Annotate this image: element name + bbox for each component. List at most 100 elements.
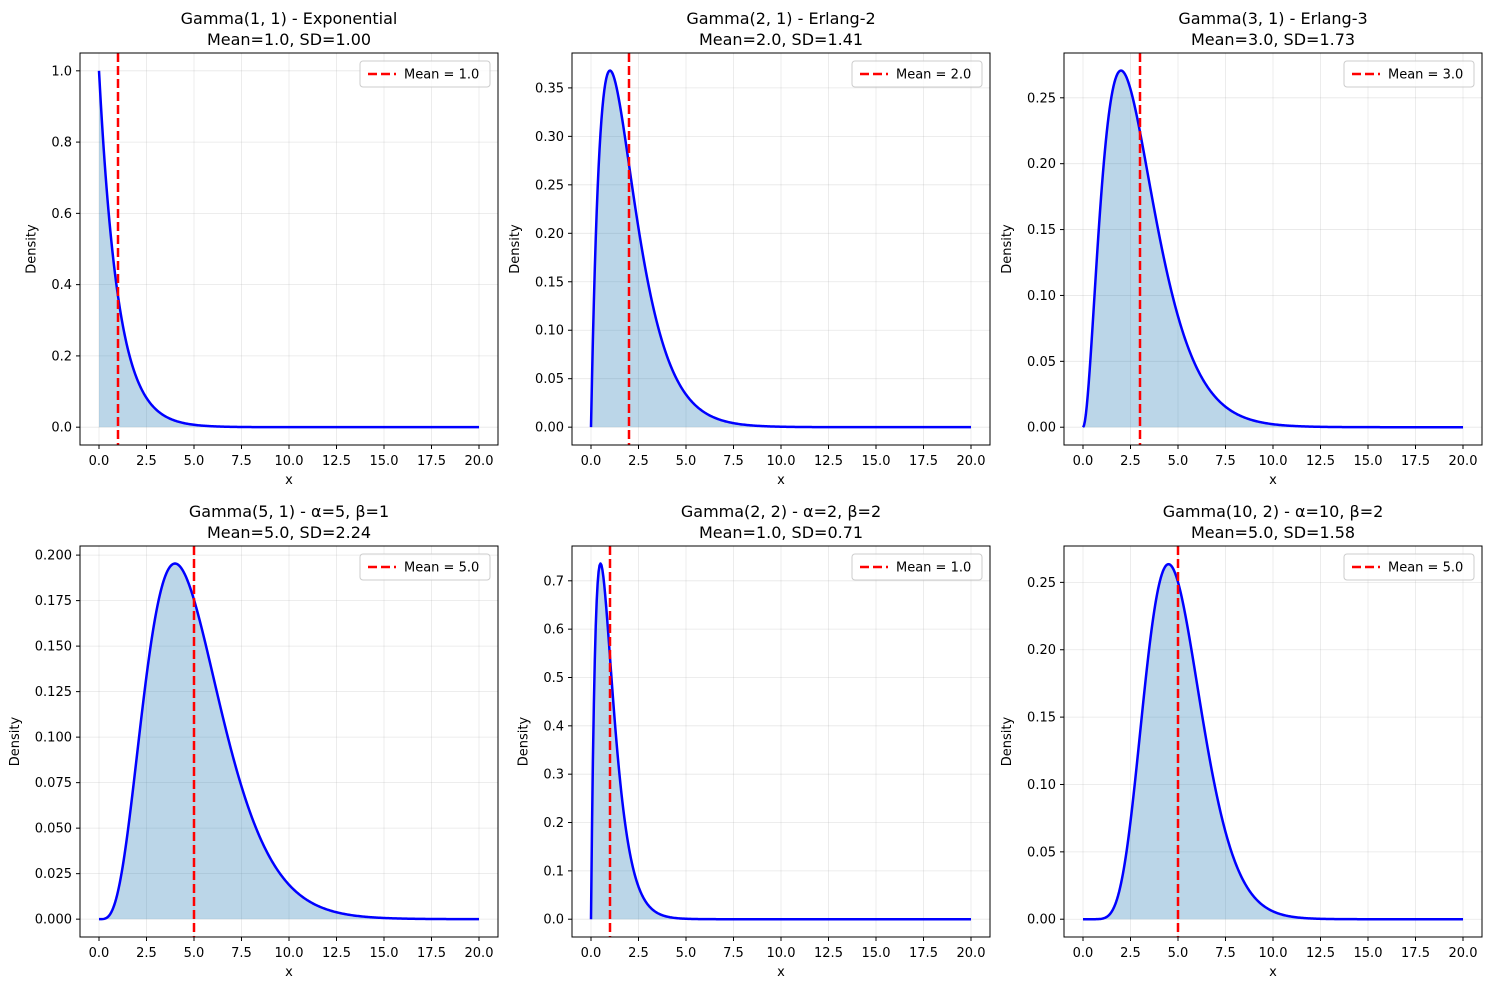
x-tick-label: 12.5 bbox=[1306, 454, 1335, 469]
x-tick-label: 17.5 bbox=[909, 946, 938, 961]
legend-box bbox=[359, 60, 491, 88]
chart-subtitle: Mean=5.0, SD=2.24 bbox=[207, 523, 371, 542]
y-tick-label: 0.8 bbox=[51, 136, 72, 151]
y-axis-label: Density bbox=[24, 224, 39, 274]
y-tick-label: 0.025 bbox=[35, 867, 72, 882]
x-axis-ticks: 0.0 2.5 5.0 7.5 10.0 12.5 15.0 17.5 20.0 bbox=[1073, 445, 1478, 469]
y-tick-label: 0.05 bbox=[535, 372, 564, 387]
density-curve bbox=[1081, 69, 1464, 429]
legend: Mean = 5.0 bbox=[1343, 553, 1475, 581]
y-tick-label: 0.4 bbox=[543, 719, 564, 734]
x-tick-label: 20.0 bbox=[1449, 454, 1478, 469]
y-axis-label: Density bbox=[8, 716, 23, 766]
x-tick-label: 15.0 bbox=[370, 946, 399, 961]
x-tick-label: 12.5 bbox=[322, 946, 351, 961]
y-tick-label: 0.075 bbox=[35, 776, 72, 791]
y-tick-label: 0.15 bbox=[535, 275, 564, 290]
x-tick-label: 10.0 bbox=[767, 454, 796, 469]
y-tick-label: 0.35 bbox=[535, 81, 564, 96]
x-tick-label: 15.0 bbox=[862, 946, 891, 961]
y-tick-label: 0.20 bbox=[1027, 643, 1056, 658]
density-curve bbox=[1082, 562, 1464, 921]
x-tick-label: 15.0 bbox=[370, 454, 399, 469]
x-axis-label: x bbox=[777, 473, 785, 488]
density-fill-area bbox=[1083, 70, 1463, 428]
legend-box bbox=[1343, 60, 1475, 88]
y-axis-label: Density bbox=[1000, 716, 1015, 766]
legend-label: Mean = 2.0 bbox=[896, 68, 971, 83]
chart-panel-4: Gamma(5, 1) - α=5, β=1 Mean=5.0, SD=2.24 0… bbox=[8, 502, 499, 980]
legend: Mean = 1.0 bbox=[851, 553, 983, 581]
x-tick-label: 10.0 bbox=[1259, 946, 1288, 961]
density-fill-area bbox=[99, 70, 479, 428]
x-tick-label: 12.5 bbox=[814, 946, 843, 961]
chart-panel-2: Gamma(2, 1) - Erlang-2 Mean=2.0, SD=1.41 0… bbox=[508, 9, 991, 488]
grid-lines bbox=[1064, 53, 1482, 445]
density-curve bbox=[97, 70, 480, 429]
y-axis-ticks: 0.00 0.05 0.10 0.15 0.20 0.25 0.30 0.35 bbox=[535, 81, 572, 436]
density-curve bbox=[98, 562, 480, 921]
y-tick-label: 0.0 bbox=[51, 421, 72, 436]
y-tick-label: 0.2 bbox=[51, 349, 72, 364]
chart-title: Gamma(2, 2) - α=2, β=2 bbox=[681, 502, 881, 521]
y-tick-label: 0.10 bbox=[1027, 778, 1056, 793]
x-tick-label: 7.5 bbox=[231, 454, 252, 469]
legend-label: Mean = 5.0 bbox=[404, 561, 479, 576]
x-tick-label: 0.0 bbox=[89, 454, 110, 469]
x-axis-label: x bbox=[285, 473, 293, 488]
x-tick-label: 17.5 bbox=[909, 454, 938, 469]
chart-subtitle: Mean=5.0, SD=1.58 bbox=[1191, 523, 1355, 542]
x-tick-label: 7.5 bbox=[723, 946, 744, 961]
y-tick-label: 0.200 bbox=[35, 549, 72, 564]
x-tick-label: 10.0 bbox=[275, 454, 304, 469]
legend: Mean = 5.0 bbox=[359, 553, 491, 581]
chart-panel-1: Gamma(1, 1) - Exponential Mean=1.0, SD=1.… bbox=[24, 9, 499, 488]
y-tick-label: 0.6 bbox=[51, 207, 72, 222]
x-tick-label: 2.5 bbox=[136, 946, 157, 961]
x-tick-label: 20.0 bbox=[465, 946, 494, 961]
y-tick-label: 0.175 bbox=[35, 594, 72, 609]
chart-subtitle: Mean=1.0, SD=1.00 bbox=[207, 30, 371, 49]
x-tick-label: 0.0 bbox=[1073, 454, 1094, 469]
x-tick-label: 17.5 bbox=[1401, 946, 1430, 961]
x-tick-label: 10.0 bbox=[767, 946, 796, 961]
chart-title: Gamma(3, 1) - Erlang-3 bbox=[1178, 9, 1367, 28]
x-tick-label: 12.5 bbox=[1306, 946, 1335, 961]
x-tick-label: 0.0 bbox=[581, 454, 602, 469]
x-tick-label: 7.5 bbox=[1215, 454, 1236, 469]
x-tick-label: 2.5 bbox=[1120, 454, 1141, 469]
chart-panel-6: Gamma(10, 2) - α=10, β=2 Mean=5.0, SD=1.5… bbox=[1000, 502, 1483, 980]
legend-box bbox=[851, 60, 983, 88]
y-tick-label: 0.125 bbox=[35, 685, 72, 700]
y-tick-label: 0.4 bbox=[51, 278, 72, 293]
chart-subtitle: Mean=1.0, SD=0.71 bbox=[699, 523, 863, 542]
x-axis-label: x bbox=[285, 965, 293, 980]
x-tick-label: 12.5 bbox=[322, 454, 351, 469]
y-tick-label: 0.00 bbox=[1027, 421, 1056, 436]
y-tick-label: 0.00 bbox=[535, 421, 564, 436]
x-tick-label: 17.5 bbox=[417, 946, 446, 961]
y-tick-label: 0.10 bbox=[1027, 289, 1056, 304]
x-tick-label: 5.0 bbox=[676, 454, 697, 469]
grid-lines bbox=[1064, 546, 1482, 937]
x-axis-label: x bbox=[1269, 965, 1277, 980]
y-tick-label: 0.15 bbox=[1027, 711, 1056, 726]
y-axis-ticks: 0.00 0.05 0.10 0.15 0.20 0.25 bbox=[1027, 91, 1064, 436]
chart-panel-3: Gamma(3, 1) - Erlang-3 Mean=3.0, SD=1.73 0… bbox=[1000, 9, 1483, 488]
x-axis-ticks: 0.0 2.5 5.0 7.5 10.0 12.5 15.0 17.5 20.0 bbox=[581, 937, 985, 961]
legend-box bbox=[851, 553, 983, 581]
y-tick-label: 0.2 bbox=[543, 816, 564, 831]
chart-title: Gamma(5, 1) - α=5, β=1 bbox=[189, 502, 389, 521]
y-tick-label: 0.30 bbox=[535, 130, 564, 145]
y-tick-label: 0.05 bbox=[1027, 845, 1056, 860]
y-tick-label: 0.0 bbox=[543, 913, 564, 928]
x-tick-label: 2.5 bbox=[136, 454, 157, 469]
legend: Mean = 1.0 bbox=[359, 60, 491, 88]
x-tick-label: 5.0 bbox=[1168, 454, 1189, 469]
y-tick-label: 0.5 bbox=[543, 671, 564, 686]
x-tick-label: 0.0 bbox=[581, 946, 602, 961]
legend-label: Mean = 5.0 bbox=[1388, 561, 1463, 576]
grid-lines bbox=[80, 53, 498, 445]
x-tick-label: 7.5 bbox=[723, 454, 744, 469]
